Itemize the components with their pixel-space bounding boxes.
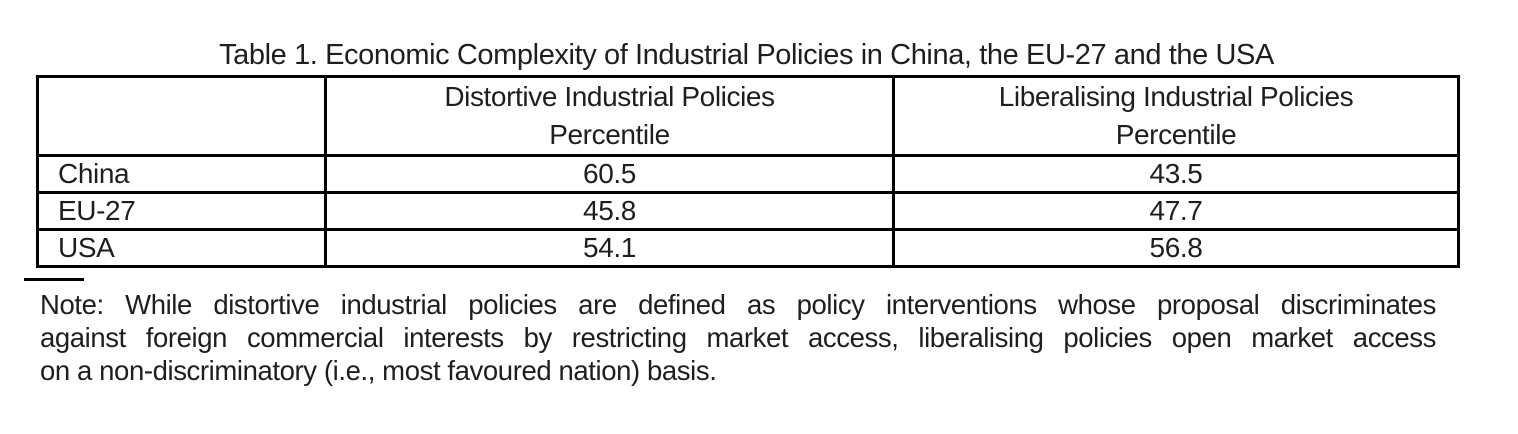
header-row: Distortive Industrial Policies Percentil…: [36, 75, 1460, 157]
table-row-usa: USA 54.1 56.8: [36, 228, 1460, 268]
eu27-liberalising-value: 47.7: [892, 191, 1460, 231]
table-row-eu27: EU-27 45.8 47.7: [36, 191, 1460, 231]
table-note: Note: While distortive industrial polici…: [40, 288, 1436, 387]
col-header-liberalising-line1: Liberalising Industrial Policies: [998, 81, 1354, 112]
row-label-eu27: EU-27: [36, 191, 327, 231]
col-header-distortive-line2: Percentile: [549, 119, 670, 150]
col-header-distortive-line1: Distortive Industrial Policies: [444, 81, 775, 112]
note-line-2: against foreign commercial interests by …: [40, 322, 1436, 353]
row-label-china: China: [36, 154, 327, 194]
china-distortive-value: 60.5: [324, 154, 895, 194]
col-header-distortive: Distortive Industrial Policies Percentil…: [324, 75, 895, 157]
row-label-usa: USA: [36, 228, 327, 268]
economic-complexity-table: Distortive Industrial Policies Percentil…: [36, 75, 1460, 268]
usa-distortive-value: 54.1: [324, 228, 895, 268]
table-title: Table 1. Economic Complexity of Industri…: [219, 39, 1274, 71]
eu27-distortive-value: 45.8: [324, 191, 895, 231]
china-liberalising-value: 43.5: [892, 154, 1460, 194]
usa-liberalising-value: 56.8: [892, 228, 1460, 268]
note-line-1: Note: While distortive industrial polici…: [40, 289, 1436, 320]
table-row-china: China 60.5 43.5: [36, 154, 1460, 194]
corner-cell: [36, 75, 327, 157]
footnote-rule: [24, 278, 84, 281]
col-header-liberalising-line2: Percentile: [1115, 119, 1237, 150]
note-line-3: on a non-discriminatory (i.e., most favo…: [40, 355, 717, 386]
col-header-liberalising: Liberalising Industrial Policies Percent…: [892, 75, 1460, 157]
